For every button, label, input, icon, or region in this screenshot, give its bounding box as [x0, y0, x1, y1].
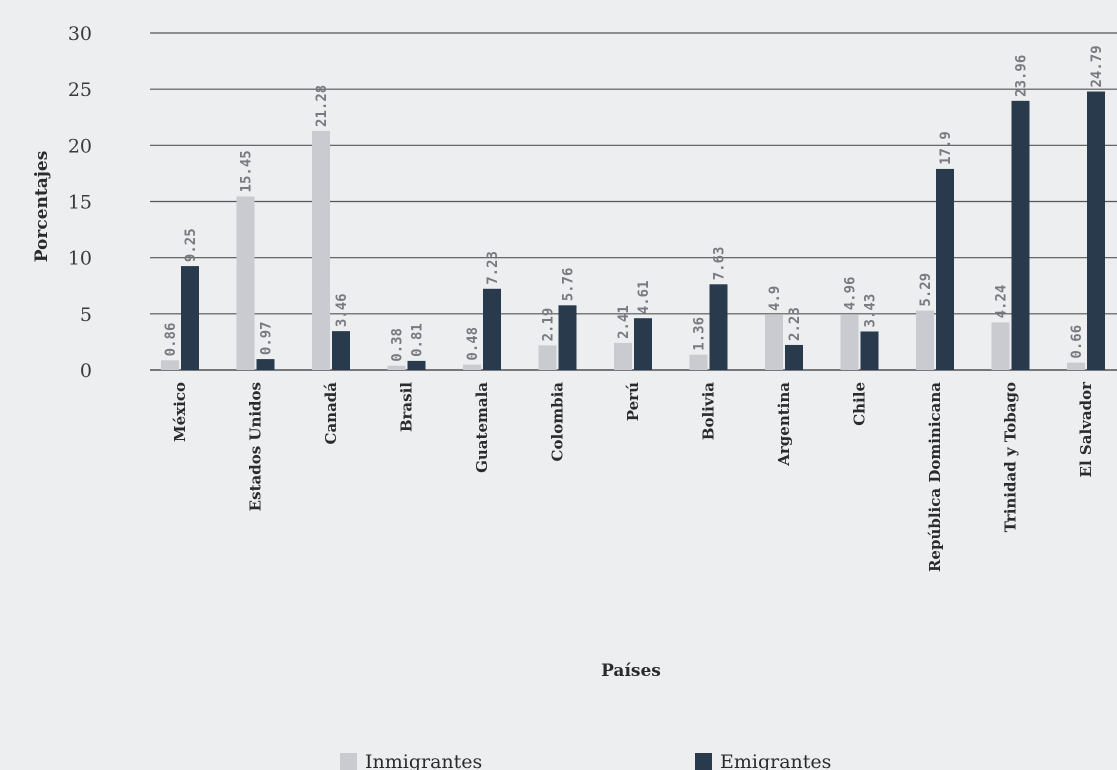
- y-tick-label: 25: [68, 79, 92, 101]
- bar-inmigrantes: [614, 342, 632, 370]
- x-category-label: Bolivia: [700, 382, 718, 440]
- data-label: 17.9: [938, 131, 954, 165]
- data-label: 0.97: [259, 321, 275, 355]
- data-label: 0.66: [1069, 325, 1085, 359]
- x-category-label: Brasil: [398, 382, 416, 432]
- legend-swatch: [695, 753, 712, 770]
- bar-emigrantes: [785, 344, 803, 370]
- bar-emigrantes: [634, 318, 652, 370]
- x-category-label: El Salvador: [1077, 381, 1095, 478]
- bar-emigrantes: [1087, 91, 1105, 370]
- data-label: 7.23: [485, 251, 501, 285]
- x-category-label: República Dominicana: [926, 382, 944, 572]
- legend-swatch: [340, 753, 357, 770]
- x-category-label: Argentina: [775, 382, 793, 467]
- data-label: 0.38: [390, 328, 406, 362]
- y-tick-label: 15: [68, 192, 92, 214]
- bar-inmigrantes: [463, 364, 481, 370]
- x-axis-title: Países: [601, 661, 661, 681]
- bar-inmigrantes: [1067, 362, 1085, 370]
- bar-emigrantes: [407, 360, 426, 370]
- y-tick-label: 5: [80, 304, 92, 326]
- data-label: 2.19: [541, 308, 557, 342]
- data-label: 7.63: [712, 247, 728, 281]
- data-label: 15.45: [239, 150, 255, 192]
- bar-emigrantes: [558, 305, 577, 370]
- x-category-label: Chile: [851, 382, 869, 426]
- data-label: 3.46: [334, 293, 350, 327]
- legend-label: Emigrantes: [720, 751, 831, 770]
- bar-inmigrantes: [765, 314, 783, 370]
- data-label: 21.28: [314, 85, 330, 127]
- y-tick-label: 10: [68, 248, 92, 270]
- y-tick-label: 0: [80, 360, 92, 382]
- bar-inmigrantes: [312, 130, 330, 370]
- legend-label: Inmigrantes: [365, 751, 482, 770]
- bar-emigrantes: [1011, 100, 1030, 370]
- y-tick-label: 20: [68, 135, 92, 157]
- bar-emigrantes: [332, 331, 350, 370]
- x-category-label: Canadá: [322, 382, 340, 445]
- bar-inmigrantes: [387, 365, 406, 370]
- bar-inmigrantes: [236, 196, 255, 370]
- data-label: 4.96: [843, 277, 859, 311]
- x-category-label: Colombia: [549, 382, 567, 462]
- bar-emigrantes: [936, 168, 954, 370]
- data-label: 23.96: [1014, 55, 1030, 97]
- x-category-label: México: [171, 382, 189, 442]
- bar-inmigrantes: [916, 310, 934, 370]
- bar-inmigrantes: [991, 322, 1010, 370]
- data-label: 5.76: [561, 268, 577, 302]
- data-label: 24.79: [1089, 45, 1105, 87]
- data-label: 3.43: [863, 294, 879, 328]
- data-label: 2.41: [616, 305, 632, 339]
- data-label: 0.86: [163, 323, 179, 357]
- bar-inmigrantes: [161, 360, 179, 370]
- data-label: 0.81: [410, 323, 426, 357]
- bar-emigrantes: [256, 359, 275, 370]
- data-label: 9.25: [183, 228, 199, 262]
- data-label: 4.9: [767, 286, 783, 311]
- data-label: 2.23: [787, 307, 803, 341]
- data-label: 4.24: [994, 285, 1010, 319]
- bar-inmigrantes: [538, 345, 557, 370]
- bar-inmigrantes: [689, 354, 708, 370]
- y-tick-label: 30: [68, 23, 92, 45]
- bar-emigrantes: [181, 266, 199, 370]
- x-category-label: Perú: [624, 382, 642, 421]
- y-axis-title: Porcentajes: [32, 151, 52, 263]
- x-category-label: Trinidad y Tobago: [1002, 382, 1020, 532]
- data-label: 0.48: [465, 327, 481, 361]
- bar-emigrantes: [483, 288, 501, 370]
- data-label: 4.61: [636, 280, 652, 314]
- bar-emigrantes: [860, 331, 879, 370]
- bar-inmigrantes: [840, 314, 859, 370]
- data-label: 5.29: [918, 273, 934, 307]
- bar-emigrantes: [709, 284, 728, 370]
- x-category-label: Guatemala: [473, 382, 491, 473]
- data-label: 1.36: [692, 317, 708, 351]
- x-category-label: Estados Unidos: [247, 382, 265, 511]
